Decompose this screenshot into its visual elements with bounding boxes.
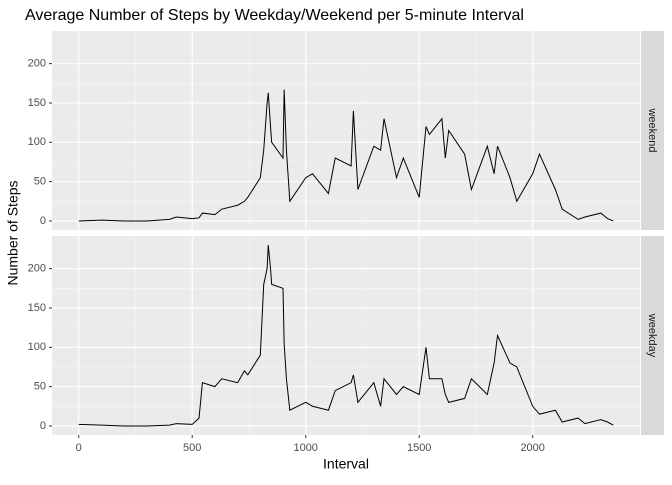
y-tick-label: 150 bbox=[28, 97, 46, 109]
facet-label: weekday bbox=[646, 313, 658, 358]
x-tick-label: 0 bbox=[76, 442, 82, 454]
y-tick-label: 50 bbox=[34, 381, 46, 393]
x-tick-label: 500 bbox=[183, 442, 201, 454]
y-tick-label: 200 bbox=[28, 263, 46, 275]
x-tick-label: 1000 bbox=[293, 442, 317, 454]
y-tick-label: 100 bbox=[28, 136, 46, 148]
line bbox=[78, 89, 614, 222]
y-axis-label: Number of Steps bbox=[5, 180, 21, 285]
facet-strip bbox=[641, 31, 664, 230]
panel-background bbox=[52, 31, 640, 230]
panel-background bbox=[52, 236, 640, 435]
y-tick-label: 0 bbox=[40, 215, 46, 227]
y-tick-label: 150 bbox=[28, 302, 46, 314]
facet-strip bbox=[641, 236, 664, 435]
x-tick-label: 2000 bbox=[520, 442, 544, 454]
line bbox=[78, 245, 614, 427]
chart-title: Average Number of Steps by Weekday/Weeke… bbox=[25, 7, 524, 24]
x-axis-label: Interval bbox=[323, 456, 369, 472]
facet-label: weekend bbox=[646, 107, 658, 152]
y-tick-label: 0 bbox=[40, 420, 46, 432]
y-tick-label: 50 bbox=[34, 176, 46, 188]
y-tick-label: 100 bbox=[28, 341, 46, 353]
y-tick-label: 200 bbox=[28, 58, 46, 70]
x-tick-label: 1500 bbox=[407, 442, 431, 454]
